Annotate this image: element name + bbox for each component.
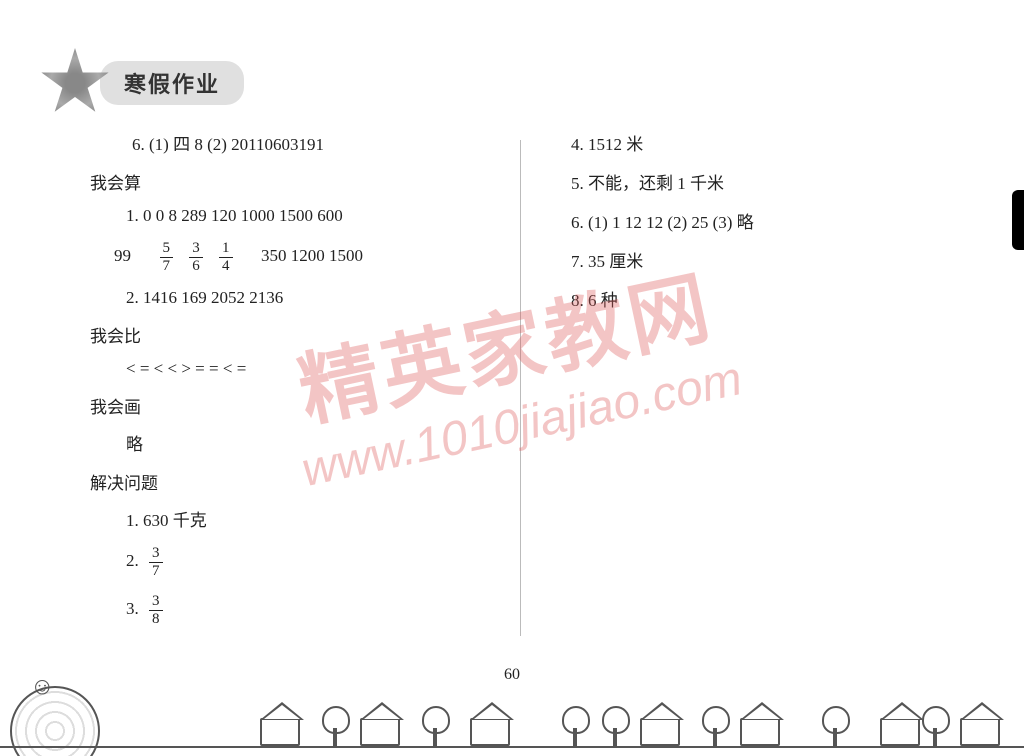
header-badge: 寒假作业 xyxy=(40,48,244,118)
calc-2: 99 57 36 14 350 1200 1500 xyxy=(90,240,520,274)
fraction-3-8: 38 xyxy=(149,593,163,627)
calc-3: 2. 1416 169 2052 2136 xyxy=(90,288,520,308)
fraction-3-7: 37 xyxy=(149,545,163,579)
house-icon xyxy=(960,718,1000,746)
tree-icon xyxy=(320,706,350,746)
solve-3: 3. 38 xyxy=(90,593,520,627)
calc-2-suffix: 350 1200 1500 xyxy=(261,246,363,265)
answer-r5: 5. 不能，还剩 1 千米 xyxy=(571,169,941,194)
house-icon xyxy=(640,718,680,746)
house-icon xyxy=(740,718,780,746)
answer-r4: 4. 1512 米 xyxy=(571,130,941,155)
compare-1: < = < < > = = < = xyxy=(90,359,520,379)
tree-icon xyxy=(920,706,950,746)
tree-icon xyxy=(600,706,630,746)
house-icon xyxy=(470,718,510,746)
solve-1: 1. 630 千克 xyxy=(90,506,520,531)
answer-r8: 8. 6 种 xyxy=(571,286,941,311)
answer-6: 6. (1) 四 8 (2) 20110603191 xyxy=(90,130,520,155)
section-calc: 我会算 xyxy=(90,169,520,194)
tree-icon xyxy=(700,706,730,746)
solve-2: 2. 37 xyxy=(90,545,520,579)
answer-r6: 6. (1) 1 12 12 (2) 25 (3) 略 xyxy=(571,208,941,233)
calc-1: 1. 0 0 8 289 120 1000 1500 600 xyxy=(90,206,520,226)
right-column: 4. 1512 米 5. 不能，还剩 1 千米 6. (1) 1 12 12 (… xyxy=(521,130,941,656)
fraction-1-4: 14 xyxy=(219,240,233,274)
fraction-3-6: 36 xyxy=(189,240,203,274)
kids-icon: ☺ xyxy=(30,676,55,701)
section-draw: 我会画 xyxy=(90,393,520,418)
answer-r7: 7. 35 厘米 xyxy=(571,247,941,272)
left-column: 6. (1) 四 8 (2) 20110603191 我会算 1. 0 0 8 … xyxy=(90,130,520,656)
ground-line xyxy=(0,746,1024,748)
draw-1: 略 xyxy=(90,430,520,455)
section-compare: 我会比 xyxy=(90,322,520,347)
tree-icon xyxy=(820,706,850,746)
tree-icon xyxy=(560,706,590,746)
section-solve: 解决问题 xyxy=(90,469,520,494)
footer-doodle: ☺ xyxy=(0,676,1024,756)
page-title: 寒假作业 xyxy=(100,61,244,105)
tree-icon xyxy=(420,706,450,746)
house-icon xyxy=(360,718,400,746)
calc-2-prefix: 99 xyxy=(114,246,131,265)
fraction-5-7: 57 xyxy=(160,240,174,274)
content-area: 6. (1) 四 8 (2) 20110603191 我会算 1. 0 0 8 … xyxy=(90,130,964,656)
house-icon xyxy=(260,718,300,746)
house-icon xyxy=(880,718,920,746)
scan-edge-artifact xyxy=(1012,190,1024,250)
